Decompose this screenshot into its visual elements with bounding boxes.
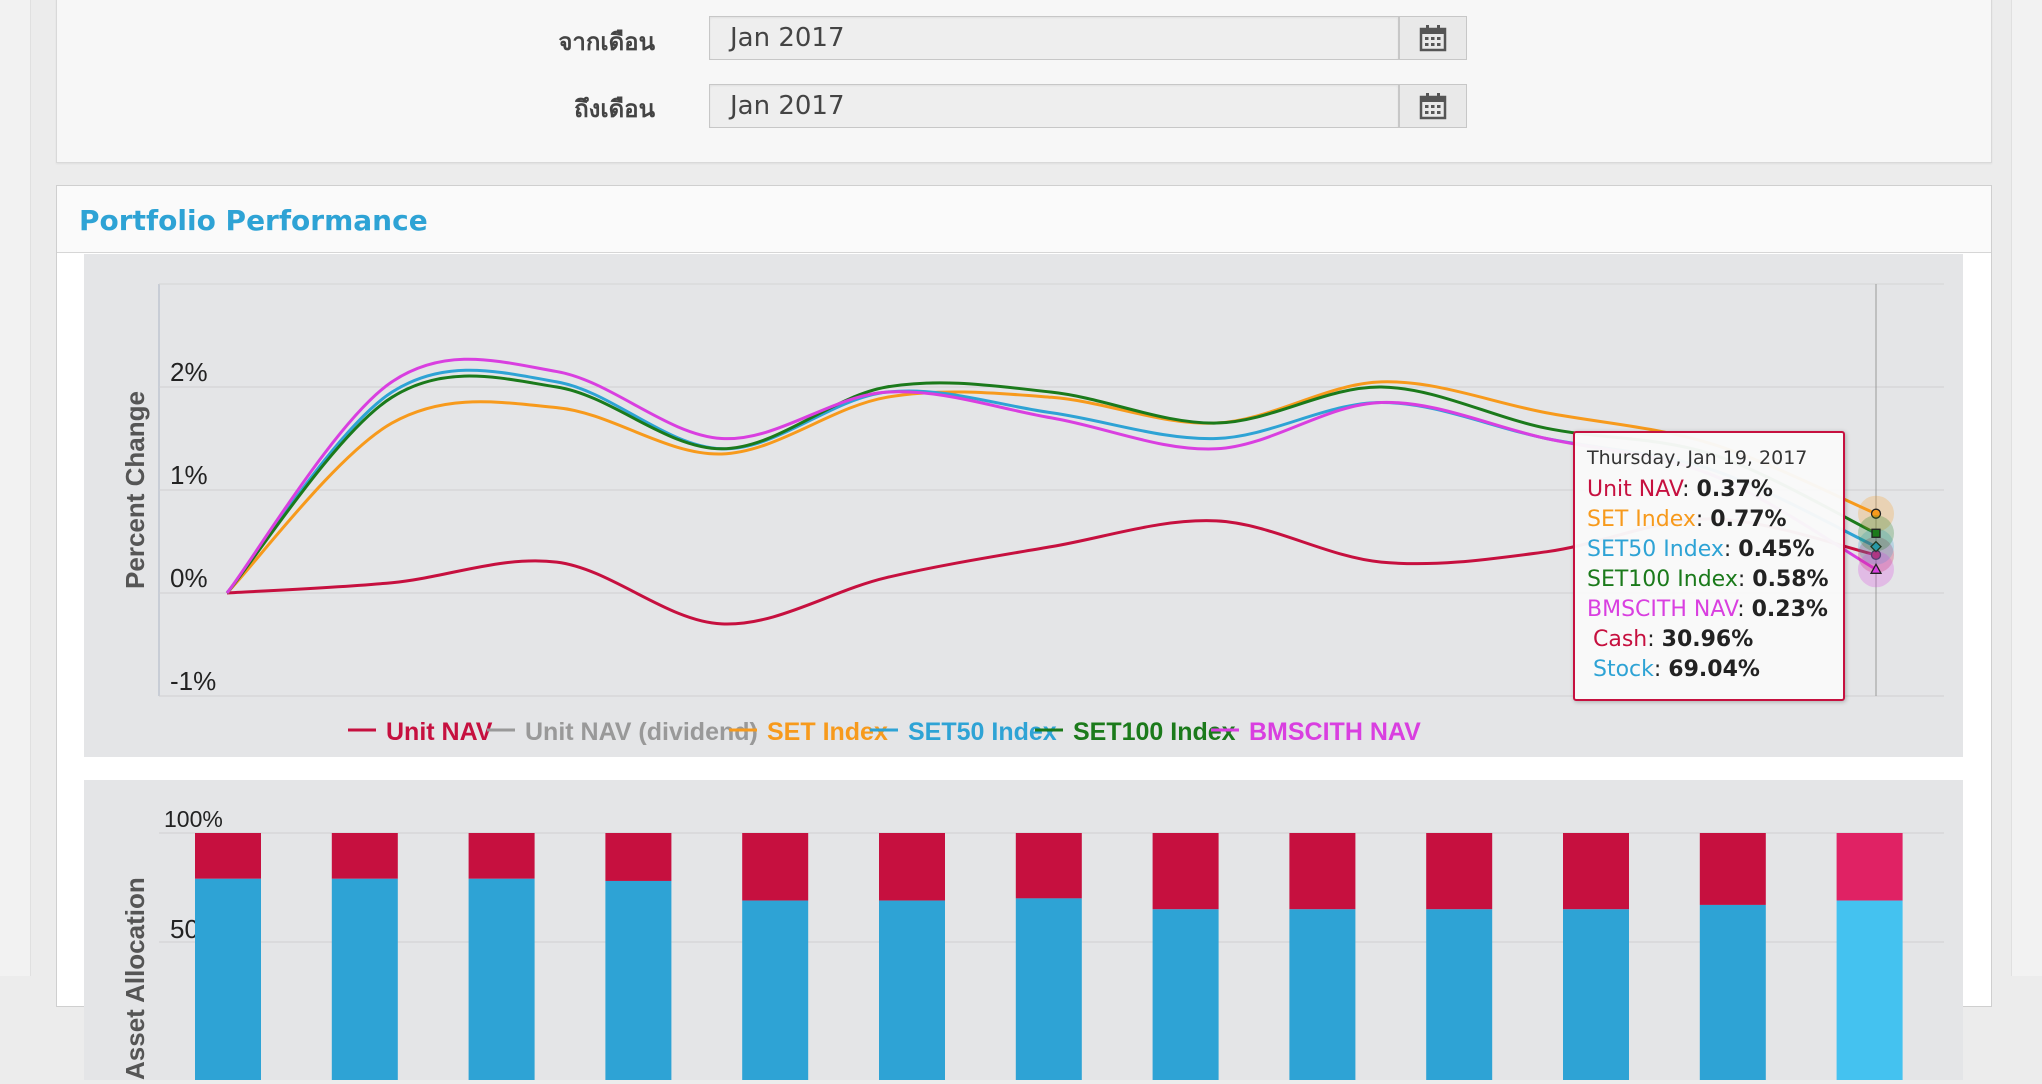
bar-stock[interactable] bbox=[1563, 909, 1629, 1080]
bar-cash[interactable] bbox=[1289, 833, 1356, 910]
tooltip-series-label: BMSCITH NAV bbox=[1587, 597, 1738, 622]
tooltip-row: Stock: 69.04% bbox=[1593, 657, 1760, 682]
bar-stock[interactable] bbox=[331, 878, 398, 1080]
tooltip-series-label: SET100 Index bbox=[1587, 567, 1738, 592]
bar-stock[interactable] bbox=[742, 900, 809, 1080]
tooltip-series-value: 30.96% bbox=[1661, 627, 1754, 652]
bar-cash[interactable] bbox=[195, 833, 261, 879]
tooltip-series-label: Unit NAV bbox=[1587, 477, 1683, 502]
tooltip-row: SET50 Index: 0.45% bbox=[1587, 537, 1815, 562]
legend-item-unit-nav-dividend-[interactable]: Unit NAV (dividend) bbox=[487, 718, 758, 746]
tooltip-series-value: 0.58% bbox=[1752, 567, 1829, 592]
y-tick-label: 1% bbox=[170, 460, 208, 490]
tooltip-series-label: SET Index bbox=[1587, 507, 1696, 532]
tooltip-series-value: 0.23% bbox=[1751, 597, 1828, 622]
y-tick-label: 100% bbox=[164, 806, 223, 832]
bar-cash[interactable] bbox=[879, 833, 945, 901]
tooltip-row: SET100 Index: 0.58% bbox=[1587, 567, 1829, 592]
legend-item-unit-nav[interactable]: Unit NAV bbox=[348, 718, 493, 746]
performance-chart-svg: -1%0%1%2%Percent Change Unit NAV Unit NAV… bbox=[120, 283, 1944, 746]
legend-label: SET50 Index bbox=[908, 718, 1057, 746]
tooltip-date: Thursday, Jan 19, 2017 bbox=[1587, 447, 1808, 469]
tooltip-series-value: 0.37% bbox=[1696, 477, 1773, 502]
chart-tooltip: Thursday, Jan 19, 2017 Unit NAV: 0.37% SE… bbox=[1573, 431, 1845, 701]
y-tick-label: 2% bbox=[170, 357, 208, 387]
bar-stock[interactable] bbox=[1836, 900, 1903, 1080]
to-month-label: ถึงเดือน bbox=[574, 95, 655, 123]
date-filter-panel: จากเดือน Jan 2017 ถึงเดือน Jan 2017 bbox=[56, 0, 1992, 163]
asset-allocation-chart-svg: 100%50%Asset Allocation bbox=[120, 806, 1944, 1080]
to-month-calendar-button[interactable] bbox=[1399, 84, 1467, 128]
hover-marker bbox=[1870, 540, 1882, 553]
legend-item-set100-index[interactable]: SET100 Index bbox=[1035, 718, 1236, 746]
y-axis-title: Percent Change bbox=[120, 391, 150, 589]
y-tick-label: -1% bbox=[170, 666, 216, 696]
bar-cash[interactable] bbox=[1152, 833, 1219, 910]
page-margin-right bbox=[2011, 0, 2042, 976]
hover-marker bbox=[1870, 508, 1882, 519]
legend-label: BMSCITH NAV bbox=[1249, 718, 1421, 746]
tooltip-series-value: 0.45% bbox=[1738, 537, 1815, 562]
bar-cash[interactable] bbox=[331, 833, 398, 879]
bar-cash[interactable] bbox=[1836, 833, 1903, 901]
bar-stock[interactable] bbox=[1289, 909, 1356, 1080]
bar-cash[interactable] bbox=[605, 833, 672, 881]
panel-title: Portfolio Performance bbox=[79, 204, 428, 237]
bar-stock[interactable] bbox=[1426, 909, 1493, 1080]
legend-label: SET Index bbox=[767, 718, 888, 746]
panel-header: Portfolio Performance bbox=[57, 186, 1991, 253]
hover-marker bbox=[1871, 528, 1881, 538]
page-margin-left bbox=[0, 0, 31, 976]
y-axis-title: Asset Allocation bbox=[120, 877, 150, 1080]
bar-stock[interactable] bbox=[605, 880, 672, 1080]
tooltip-series-value: 69.04% bbox=[1668, 657, 1760, 682]
bar-stock[interactable] bbox=[1015, 898, 1082, 1080]
bar-cash[interactable] bbox=[468, 833, 535, 879]
tooltip-series-label: SET50 Index bbox=[1587, 537, 1724, 562]
legend-label: Unit NAV (dividend) bbox=[525, 718, 758, 746]
bar-cash[interactable] bbox=[1699, 833, 1766, 905]
legend-label: SET100 Index bbox=[1073, 718, 1236, 746]
bar-cash[interactable] bbox=[742, 833, 809, 901]
legend-label: Unit NAV bbox=[386, 718, 493, 746]
bar-cash[interactable] bbox=[1426, 833, 1493, 910]
from-month-input[interactable]: Jan 2017 bbox=[709, 16, 1399, 60]
asset-allocation-chart: 100%50%Asset Allocation bbox=[84, 780, 1963, 1080]
legend-item-set50-index[interactable]: SET50 Index bbox=[870, 718, 1057, 746]
tooltip-series-value: 0.77% bbox=[1710, 507, 1787, 532]
bar-stock[interactable] bbox=[1699, 904, 1766, 1080]
from-month-calendar-button[interactable] bbox=[1399, 16, 1467, 60]
legend-item-bmscith-nav[interactable]: BMSCITH NAV bbox=[1211, 718, 1421, 746]
tooltip-row: SET Index: 0.77% bbox=[1587, 507, 1787, 532]
tooltip-series-label: Cash bbox=[1593, 627, 1648, 652]
legend-item-set-index[interactable]: SET Index bbox=[729, 718, 888, 746]
bar-stock[interactable] bbox=[879, 900, 945, 1080]
from-month-label: จากเดือน bbox=[558, 28, 655, 56]
tooltip-row: Unit NAV: 0.37% bbox=[1587, 477, 1773, 502]
y-tick-label: 0% bbox=[170, 563, 208, 593]
calendar-icon bbox=[1419, 25, 1447, 52]
tooltip-series-label: Stock bbox=[1593, 657, 1654, 682]
tooltip-row: BMSCITH NAV: 0.23% bbox=[1587, 597, 1828, 622]
bar-stock[interactable] bbox=[1152, 909, 1219, 1080]
hover-marker bbox=[1869, 562, 1883, 574]
to-month-input[interactable]: Jan 2017 bbox=[709, 84, 1399, 128]
bar-cash[interactable] bbox=[1015, 833, 1082, 899]
bar-stock[interactable] bbox=[468, 878, 535, 1080]
tooltip-row: Cash: 30.96% bbox=[1593, 627, 1754, 652]
bar-stock[interactable] bbox=[195, 878, 261, 1080]
bar-cash[interactable] bbox=[1563, 833, 1629, 910]
series-line-set-index[interactable] bbox=[225, 380, 1877, 595]
calendar-icon bbox=[1419, 93, 1447, 120]
